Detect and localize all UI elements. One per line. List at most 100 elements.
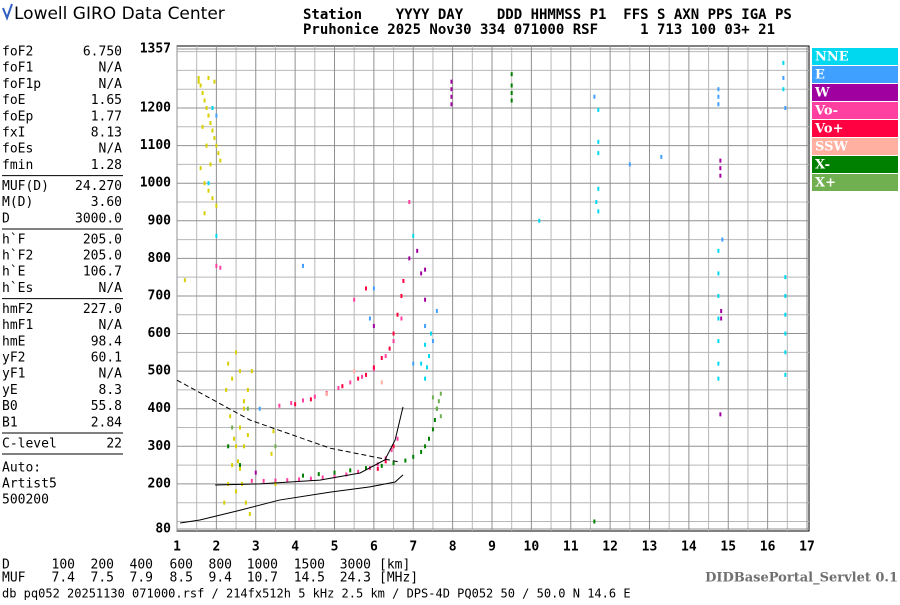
param-name: foF2 xyxy=(2,45,33,60)
echo-point xyxy=(428,354,430,359)
param-name: B1 xyxy=(2,415,18,430)
echo-point xyxy=(719,173,722,178)
param-value: 55.8 xyxy=(91,399,122,414)
row-label: MUF xyxy=(2,571,26,586)
echo-point xyxy=(376,462,379,467)
echo-point xyxy=(424,267,427,272)
echo-point xyxy=(782,60,785,65)
profile-line xyxy=(180,474,404,524)
echo-point xyxy=(231,425,234,430)
echo-point xyxy=(420,449,423,454)
legend-label: NNE xyxy=(815,50,849,65)
echo-point xyxy=(660,154,663,159)
x-tick-label: 11 xyxy=(563,540,579,555)
row-value: 100 xyxy=(52,558,75,573)
row-value: 3000 xyxy=(340,558,371,573)
echo-point xyxy=(258,406,261,411)
legend-label: SSW xyxy=(815,140,848,155)
echo-point xyxy=(365,466,367,471)
echo-point xyxy=(437,399,440,404)
echo-point xyxy=(784,372,787,377)
x-tick-label: 12 xyxy=(602,540,618,555)
echo-point xyxy=(380,463,383,468)
param-value: 8.13 xyxy=(91,126,122,141)
param-name: B0 xyxy=(2,399,18,414)
param-value: N/A xyxy=(99,318,123,333)
echo-point xyxy=(302,473,304,478)
echo-point xyxy=(361,374,364,379)
echo-point xyxy=(390,448,393,453)
echo-point xyxy=(209,121,212,126)
echo-point xyxy=(717,316,720,321)
echo-point xyxy=(333,474,336,479)
echo-point xyxy=(782,87,785,92)
legend-label: X+ xyxy=(815,176,836,191)
echo-point xyxy=(717,271,720,276)
param-name: yF1 xyxy=(2,367,25,382)
echo-point xyxy=(237,459,240,464)
echo-point xyxy=(207,75,210,80)
echo-point xyxy=(593,519,596,524)
echo-point xyxy=(717,87,720,92)
echo-point xyxy=(333,470,336,475)
header-line: Station YYYY DAY DDD HHMMSS P1 FFS S AXN… xyxy=(303,7,792,23)
echo-point xyxy=(272,429,275,434)
echo-point xyxy=(215,113,218,118)
echo-point xyxy=(435,308,438,313)
x-tick-label: 16 xyxy=(760,540,776,555)
echo-point xyxy=(784,293,787,298)
param-name: MUF(D) xyxy=(2,179,49,194)
echo-point xyxy=(357,469,360,474)
echo-point xyxy=(203,181,206,186)
echo-point xyxy=(717,339,720,344)
x-tick-label: 10 xyxy=(524,540,540,555)
echo-point xyxy=(450,94,453,99)
header-line: Pruhonice 2025 Nov30 334 071000 RSF 1 71… xyxy=(303,22,775,38)
param-name: foF1p xyxy=(2,77,41,92)
echo-point xyxy=(205,143,208,148)
echo-point xyxy=(223,500,226,505)
legend-label: Vo- xyxy=(814,104,838,119)
param-value: 60.1 xyxy=(91,351,122,366)
echo-point xyxy=(372,365,375,370)
legend-swatch xyxy=(812,84,898,101)
echo-point xyxy=(597,151,600,156)
param-value: 205.0 xyxy=(83,232,122,247)
echo-point xyxy=(450,102,453,107)
x-tick-label: 2 xyxy=(212,540,220,555)
echo-point xyxy=(349,468,352,473)
echo-point xyxy=(313,394,316,399)
echo-point xyxy=(239,466,241,471)
echo-point xyxy=(426,365,429,370)
row-value: 200 xyxy=(91,558,114,573)
param-value: N/A xyxy=(99,77,123,92)
echo-point xyxy=(341,384,344,389)
echo-point xyxy=(365,372,367,377)
param-name: h`F xyxy=(2,232,26,247)
echo-point xyxy=(227,481,230,486)
param-name: h`E xyxy=(2,265,25,280)
echo-point xyxy=(207,181,210,186)
profile-line xyxy=(176,379,400,463)
param-value: 3000.0 xyxy=(75,211,122,226)
echo-point xyxy=(219,158,222,163)
echo-point xyxy=(439,391,442,396)
echo-point xyxy=(392,339,395,344)
echo-point xyxy=(368,316,371,321)
echo-point xyxy=(353,369,356,374)
row-unit: [MHz] xyxy=(379,571,418,586)
echo-point xyxy=(215,203,218,208)
param-value: 205.0 xyxy=(83,249,122,264)
echo-point xyxy=(215,143,218,148)
param-value: 22 xyxy=(106,436,122,451)
y-tick-label: 600 xyxy=(148,326,172,341)
echo-point xyxy=(597,209,600,214)
echo-point xyxy=(325,391,328,396)
echo-point xyxy=(317,472,320,477)
echo-point xyxy=(207,188,210,193)
param-value: 8.3 xyxy=(99,383,122,398)
echo-point xyxy=(380,355,383,360)
echo-point xyxy=(782,75,785,80)
legend-swatch xyxy=(812,66,898,83)
y-tick-label: 80 xyxy=(155,522,171,537)
